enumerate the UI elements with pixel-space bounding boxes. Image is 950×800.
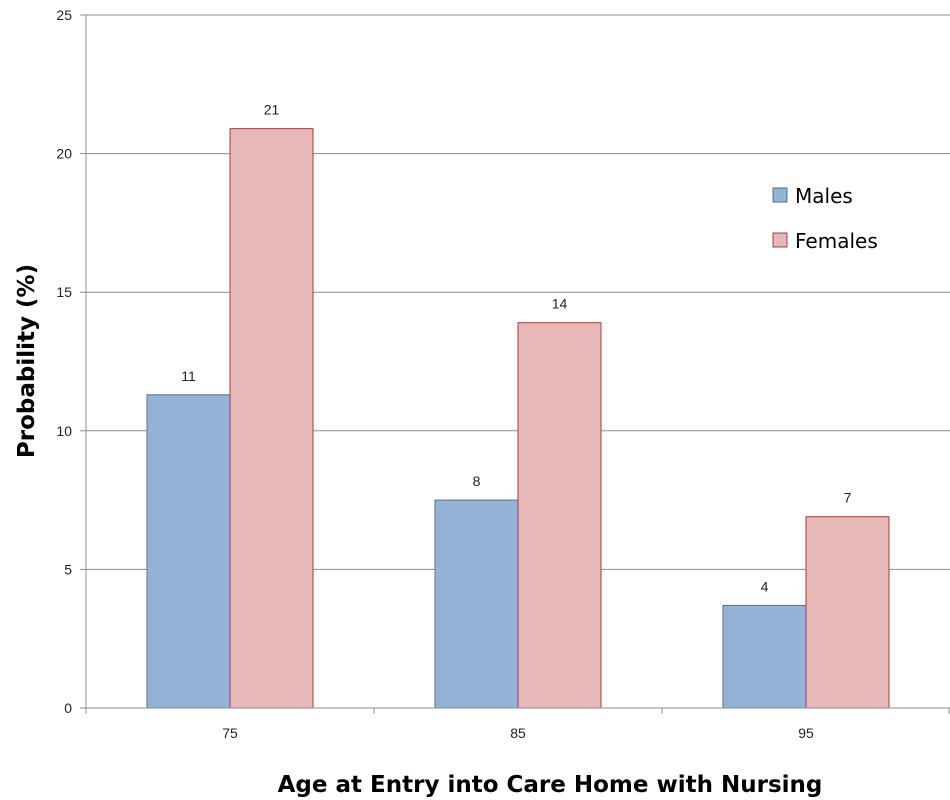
legend-swatch-males	[772, 187, 788, 203]
labels: 0 5 10 15 20 25 11 21 75 8 14 85 4 7 95	[56, 7, 851, 741]
data-label-females-95: 7	[844, 490, 852, 506]
data-label-males-75: 11	[181, 368, 196, 384]
bar-females-95	[805, 516, 890, 709]
y-tick-label-10: 10	[56, 423, 72, 439]
x-axis-title: Age at Entry into Care Home with Nursing	[278, 772, 823, 798]
data-label-females-85: 14	[552, 296, 568, 312]
bar-females-85	[517, 322, 602, 709]
bar-females-75	[229, 128, 314, 709]
legend-label-males: Males	[795, 184, 853, 208]
x-tick-label-95: 95	[798, 725, 814, 741]
data-label-females-75: 21	[264, 102, 280, 118]
y-tick-label-5: 5	[64, 561, 72, 577]
bar-males-85	[434, 499, 519, 709]
y-tick-label-0: 0	[64, 700, 72, 716]
bar-males-75	[146, 394, 231, 709]
y-tick-label-25: 25	[56, 7, 72, 23]
legend-swatch-females	[772, 232, 788, 248]
legend-label-females: Females	[795, 229, 878, 253]
y-tick-label-15: 15	[56, 284, 72, 300]
bars	[146, 128, 890, 709]
x-tick-label-85: 85	[510, 725, 526, 741]
x-tick-label-75: 75	[222, 725, 238, 741]
legend: Males Females	[772, 184, 878, 253]
data-label-males-95: 4	[761, 578, 769, 594]
y-tick-label-20: 20	[56, 146, 72, 162]
y-axis-title: Probability (%)	[14, 264, 40, 458]
data-label-males-85: 8	[473, 473, 481, 489]
axes	[80, 14, 950, 714]
bar-males-95	[722, 604, 807, 709]
